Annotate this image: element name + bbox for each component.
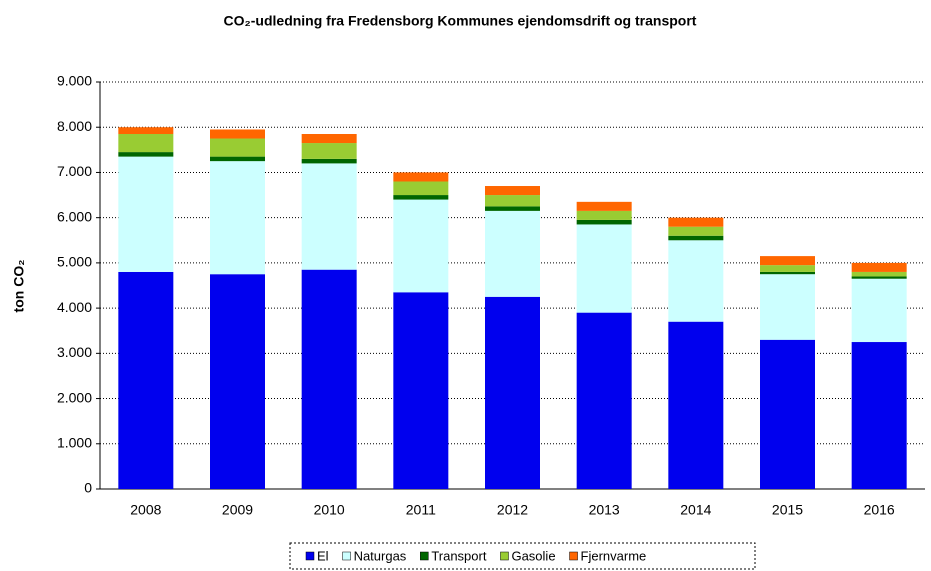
x-tick-label: 2008	[130, 502, 161, 518]
bar-segment	[118, 127, 174, 135]
bar-segment	[210, 156, 265, 162]
y-tick-label: 1.000	[57, 434, 92, 450]
bar-segment	[760, 256, 815, 266]
legend-label: Transport	[431, 548, 487, 563]
bar-segment	[851, 342, 907, 489]
y-tick-label: 2.000	[57, 389, 92, 405]
bar-segment	[851, 262, 907, 272]
bar-segment	[576, 219, 632, 225]
x-tick-label: 2012	[497, 502, 528, 518]
bar-segment	[576, 224, 632, 313]
legend-box	[289, 542, 756, 570]
bar-segment	[576, 201, 632, 211]
bar-segment	[393, 181, 449, 196]
bar-segment	[760, 274, 815, 340]
bar-segment	[118, 152, 174, 157]
x-tick-label: 2016	[864, 502, 895, 518]
legend-swatch	[500, 551, 509, 561]
y-tick-label: 3.000	[57, 344, 92, 360]
bar-segment	[668, 321, 724, 489]
y-tick-label: 5.000	[57, 254, 92, 270]
y-tick-label: 4.000	[57, 299, 92, 315]
bar-segment	[668, 240, 724, 322]
bar-segment	[851, 278, 907, 343]
bar-segment	[393, 195, 449, 200]
bar-segment	[301, 143, 357, 159]
x-tick-label: 2010	[314, 502, 345, 518]
legend-label: Gasolie	[511, 548, 555, 563]
bar-segment	[301, 158, 357, 164]
bar-segment	[851, 276, 907, 279]
bar-segment	[485, 210, 540, 297]
bar-segment	[393, 199, 449, 293]
bar-segment	[393, 172, 449, 182]
legend-swatch	[305, 551, 315, 561]
bar-segment	[668, 235, 724, 241]
x-tick-label: 2011	[406, 502, 436, 518]
legend-swatch	[569, 551, 578, 561]
bar-segment	[668, 226, 724, 236]
y-tick-label: 0	[84, 480, 92, 496]
x-tick-label: 2009	[222, 502, 253, 518]
bar-segment	[760, 339, 815, 489]
x-tick-label: 2015	[772, 502, 803, 518]
bar-segment	[301, 269, 357, 489]
bar-segment	[851, 271, 907, 277]
legend-label: Naturgas	[354, 548, 407, 563]
y-tick-label: 8.000	[57, 118, 92, 134]
bar-segment	[393, 292, 449, 489]
bar-segment	[485, 195, 540, 207]
bar-segment	[118, 271, 174, 489]
bar-segment	[210, 129, 265, 139]
bar-segment	[210, 161, 265, 275]
bar-segment	[576, 210, 632, 220]
bar-segment	[576, 312, 632, 489]
legend-swatch	[420, 551, 429, 561]
chart-title: CO₂-udledning fra Fredensborg Kommunes e…	[224, 13, 697, 29]
legend-label: Fjernvarme	[581, 548, 647, 563]
bar-segment	[118, 156, 174, 272]
y-axis-label: ton CO₂	[11, 260, 27, 313]
bar-segment	[485, 186, 540, 196]
y-tick-label: 7.000	[57, 163, 92, 179]
x-tick-label: 2013	[589, 502, 620, 518]
bar-segment	[118, 134, 174, 153]
y-tick-label: 6.000	[57, 208, 92, 224]
bar-segment	[485, 206, 540, 211]
bar-segment	[301, 134, 357, 144]
legend-swatch	[342, 551, 351, 561]
y-tick-label: 9.000	[57, 73, 92, 89]
bar-segment	[210, 138, 265, 157]
bar-segment	[668, 217, 724, 227]
bar-segment	[301, 163, 357, 270]
bar-segment	[760, 271, 815, 275]
bar-segment	[210, 274, 265, 489]
bar-segment	[485, 296, 540, 489]
x-tick-label: 2014	[680, 502, 711, 518]
bar-segment	[760, 265, 815, 272]
legend-label: El	[317, 548, 329, 563]
